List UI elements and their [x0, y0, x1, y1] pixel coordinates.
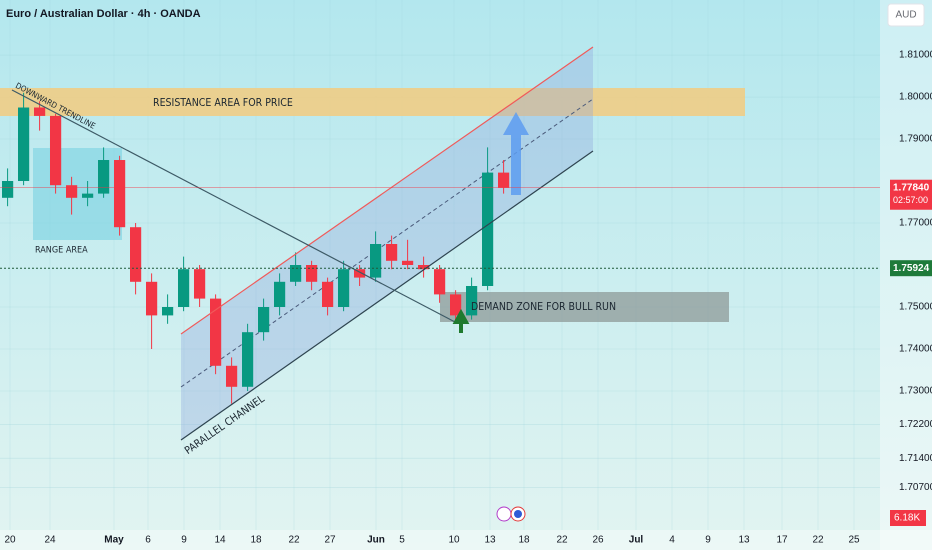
currency[interactable]: AUD	[895, 10, 916, 21]
resistance-label: RESISTANCE AREA FOR PRICE	[153, 97, 293, 109]
event-flag	[514, 510, 522, 518]
y-tick-label: 1.70700	[899, 482, 932, 493]
channel-bottom	[180, 150, 594, 441]
demand-zone	[440, 292, 729, 322]
y-tick-label: 1.71400	[899, 453, 932, 464]
y-tick-label: 1.79000	[899, 134, 932, 145]
last-price-box	[890, 179, 932, 210]
candle-body	[226, 365, 238, 387]
marked-price-box	[890, 260, 932, 277]
candle-body	[178, 269, 190, 307]
green-arrow	[452, 308, 470, 333]
x-tick-label: 10	[448, 535, 460, 546]
volume-label: 6.18K	[894, 513, 920, 524]
x-tick-label: 22	[556, 535, 568, 546]
candle-body	[274, 281, 286, 307]
event-icon[interactable]	[496, 506, 512, 522]
x-tick-label: 25	[848, 535, 860, 546]
candle-body	[114, 160, 126, 228]
x-tick-label: 20	[4, 535, 16, 546]
x-tick-label: 5	[399, 535, 405, 546]
range-label: RANGE AREA	[35, 246, 88, 256]
countdown-label: 02:57:00	[893, 195, 928, 205]
candle-body	[242, 332, 254, 387]
candle-body	[306, 265, 318, 282]
y-tick-label: 1.74000	[899, 344, 932, 355]
candle-body	[66, 185, 78, 198]
chart-title: Euro / Australian Dollar · 4h · OANDA	[6, 8, 201, 20]
candles	[2, 92, 510, 404]
candle-body	[466, 285, 478, 316]
candle-body	[130, 227, 142, 282]
candle-body	[34, 107, 46, 116]
candle-body	[290, 265, 302, 282]
resistance-zone	[0, 88, 745, 116]
x-tick-label: Jun	[367, 535, 385, 546]
candle-body	[146, 281, 158, 316]
candle-body	[434, 269, 446, 295]
channel-top	[180, 46, 594, 335]
x-tick-label: 18	[518, 535, 530, 546]
volume-box	[890, 510, 926, 526]
candle-body	[2, 181, 14, 198]
candle-body	[386, 244, 398, 261]
x-tick-label: 6	[145, 535, 151, 546]
x-tick-label: 18	[250, 535, 262, 546]
demand-label: DEMAND ZONE FOR BULL RUN	[471, 301, 616, 313]
candle-body	[322, 281, 334, 307]
x-tick-label: 22	[812, 535, 824, 546]
candle-body	[258, 306, 270, 333]
candle-body	[450, 294, 462, 316]
candle-body	[498, 172, 510, 188]
x-tick-label: 13	[484, 535, 496, 546]
candle-body	[210, 298, 222, 366]
candle-body	[418, 265, 430, 270]
x-tick-label: 27	[324, 535, 336, 546]
currency-box[interactable]	[887, 3, 925, 27]
x-tick-label: May	[104, 535, 124, 546]
x-tick-label: 22	[288, 535, 300, 546]
candle-body	[354, 269, 366, 278]
candle-body	[98, 160, 110, 194]
x-tick-label: Jul	[629, 535, 644, 546]
last-price-label: 1.77840	[893, 182, 930, 193]
x-tick-label: 24	[44, 535, 56, 546]
candle-body	[482, 172, 494, 286]
y-tick-label: 1.77000	[899, 218, 932, 229]
channel-fill	[181, 47, 593, 440]
y-tick-label: 1.80000	[899, 92, 932, 103]
x-tick-label: 4	[669, 535, 675, 546]
y-tick-label: 1.72200	[899, 419, 932, 430]
candle-body	[370, 244, 382, 278]
y-tick-label: 1.75000	[899, 302, 932, 313]
blue-arrow	[503, 112, 529, 195]
y-tick-label: 1.73000	[899, 386, 932, 397]
candle-body	[402, 260, 414, 265]
x-tick-label: 17	[776, 535, 788, 546]
marked-price-label: 1.75924	[893, 263, 930, 274]
candle-body	[82, 193, 94, 198]
x-tick-label: 9	[705, 535, 711, 546]
candle-body	[18, 107, 30, 182]
candle-body	[338, 269, 350, 307]
x-tick-label: 14	[214, 535, 226, 546]
candle-body	[50, 115, 62, 186]
x-tick-label: 9	[181, 535, 187, 546]
candle-body	[194, 269, 206, 299]
time-axis	[0, 530, 932, 550]
candle-body	[162, 306, 174, 316]
x-tick-label: 13	[738, 535, 750, 546]
x-tick-label: 26	[592, 535, 604, 546]
y-tick-label: 1.81000	[899, 50, 932, 61]
trendline	[11, 89, 456, 323]
